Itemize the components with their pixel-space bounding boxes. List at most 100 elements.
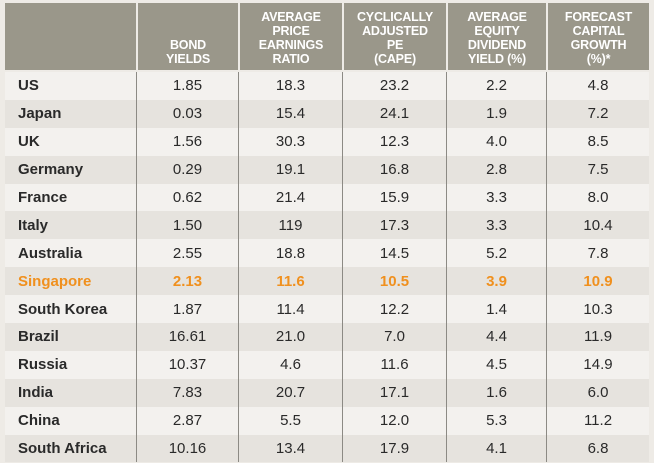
table-row: UK 1.56 30.3 12.3 4.0 8.5 <box>5 127 649 156</box>
country-name: Russia <box>18 356 68 374</box>
dividend-yield-cell: 5.2 <box>446 239 546 268</box>
bond-yield-cell: 0.03 <box>136 99 238 128</box>
avg-pe-cell: 19.1 <box>238 155 342 184</box>
capital-growth-cell: 8.5 <box>546 127 649 156</box>
table-row: India 7.83 20.7 17.1 1.6 6.0 <box>5 378 649 407</box>
dividend-yield-cell: 2.2 <box>446 72 546 100</box>
country-name: Singapore <box>18 272 92 290</box>
avg-pe-cell: 13.4 <box>238 434 342 463</box>
cape-cell: 16.8 <box>342 155 446 184</box>
cape-cell: 15.9 <box>342 183 446 212</box>
bond-yield-cell: 2.87 <box>136 406 238 435</box>
avg-pe-cell: 4.6 <box>238 350 342 379</box>
table-row: Russia 10.37 4.6 11.6 4.5 14.9 <box>5 350 649 379</box>
table-row: South Africa 10.16 13.4 17.9 4.1 6.8 <box>5 434 649 463</box>
avg-pe-cell: 119 <box>238 211 342 240</box>
avg-pe-cell: 21.4 <box>238 183 342 212</box>
dividend-yield-cell: 2.8 <box>446 155 546 184</box>
bond-yield-cell: 0.29 <box>136 155 238 184</box>
capital-growth-cell: 11.9 <box>546 323 649 351</box>
dividend-yield-cell: 4.0 <box>446 127 546 156</box>
country-name: Japan <box>18 105 62 123</box>
dividend-yield-cell: 3.3 <box>446 183 546 212</box>
capital-growth-cell: 4.8 <box>546 72 649 100</box>
avg-pe-cell: 11.4 <box>238 295 342 324</box>
country-name: Italy <box>18 216 49 234</box>
country-name: Australia <box>18 244 83 262</box>
capital-growth-cell: 7.5 <box>546 155 649 184</box>
bond-yield-cell: 10.37 <box>136 350 238 379</box>
bond-yield-cell: 2.13 <box>136 267 238 296</box>
cape-cell: 17.1 <box>342 378 446 407</box>
country-name: China <box>18 412 60 430</box>
cape-cell: 23.2 <box>342 72 446 100</box>
dividend-yield-cell: 1.6 <box>446 378 546 407</box>
cape-cell: 12.0 <box>342 406 446 435</box>
country-name: UK <box>18 133 40 151</box>
dividend-yield-cell: 1.4 <box>446 295 546 324</box>
table-row: Australia 2.55 18.8 14.5 5.2 7.8 <box>5 239 649 268</box>
dividend-yield-cell: 5.3 <box>446 406 546 435</box>
dividend-yield-cell: 3.9 <box>446 267 546 296</box>
header-avg-pe-ratio: AVERAGE PRICE EARNINGS RATIO <box>238 3 342 70</box>
dividend-yield-cell: 1.9 <box>446 99 546 128</box>
header-cape: CYCLICALLY ADJUSTED PE (CAPE) <box>342 3 446 70</box>
capital-growth-cell: 11.2 <box>546 406 649 435</box>
cape-cell: 12.3 <box>342 127 446 156</box>
header-bond-yields: BOND YIELDS <box>136 3 238 70</box>
table-row: Brazil 16.61 21.0 7.0 4.4 11.9 <box>5 323 649 351</box>
capital-growth-cell: 6.8 <box>546 434 649 463</box>
bond-yield-cell: 7.83 <box>136 378 238 407</box>
country-name: US <box>18 77 39 95</box>
avg-pe-cell: 15.4 <box>238 99 342 128</box>
dividend-yield-cell: 4.1 <box>446 434 546 463</box>
capital-growth-cell: 7.8 <box>546 239 649 268</box>
cape-cell: 10.5 <box>342 267 446 296</box>
table-row: US 1.85 18.3 23.2 2.2 4.8 <box>5 72 649 100</box>
bond-yield-cell: 1.56 <box>136 127 238 156</box>
cape-cell: 12.2 <box>342 295 446 324</box>
table-row: Germany 0.29 19.1 16.8 2.8 7.5 <box>5 155 649 184</box>
country-name: South Africa <box>18 440 107 458</box>
table-body: US 1.85 18.3 23.2 2.2 4.8 Japan 0.03 15.4 24.1 1.9… <box>5 72 649 463</box>
bond-yield-cell: 1.50 <box>136 211 238 240</box>
market-valuation-table: BOND YIELDS AVERAGE PRICE EARNINGS RATIO… <box>5 3 649 463</box>
header-country <box>5 3 136 70</box>
cape-cell: 17.3 <box>342 211 446 240</box>
capital-growth-cell: 7.2 <box>546 99 649 128</box>
avg-pe-cell: 11.6 <box>238 267 342 296</box>
table-row: Singapore 2.13 11.6 10.5 3.9 10.9 <box>5 267 649 296</box>
avg-pe-cell: 20.7 <box>238 378 342 407</box>
cape-cell: 17.9 <box>342 434 446 463</box>
country-name: India <box>18 384 54 402</box>
capital-growth-cell: 14.9 <box>546 350 649 379</box>
avg-pe-cell: 5.5 <box>238 406 342 435</box>
table-row: China 2.87 5.5 12.0 5.3 11.2 <box>5 406 649 435</box>
capital-growth-cell: 10.9 <box>546 267 649 296</box>
capital-growth-cell: 10.3 <box>546 295 649 324</box>
cape-cell: 7.0 <box>342 323 446 351</box>
bond-yield-cell: 1.87 <box>136 295 238 324</box>
avg-pe-cell: 30.3 <box>238 127 342 156</box>
table-row: South Korea 1.87 11.4 12.2 1.4 10.3 <box>5 295 649 324</box>
cape-cell: 11.6 <box>342 350 446 379</box>
capital-growth-cell: 6.0 <box>546 378 649 407</box>
bond-yield-cell: 10.16 <box>136 434 238 463</box>
table-row: Japan 0.03 15.4 24.1 1.9 7.2 <box>5 99 649 128</box>
cape-cell: 14.5 <box>342 239 446 268</box>
avg-pe-cell: 21.0 <box>238 323 342 351</box>
bond-yield-cell: 0.62 <box>136 183 238 212</box>
country-name: Germany <box>18 161 84 179</box>
header-dividend-yield: AVERAGE EQUITY DIVIDEND YIELD (%) <box>446 3 546 70</box>
table-row: France 0.62 21.4 15.9 3.3 8.0 <box>5 183 649 212</box>
header-capital-growth: FORECAST CAPITAL GROWTH (%)* <box>546 3 649 70</box>
bond-yield-cell: 2.55 <box>136 239 238 268</box>
country-name: South Korea <box>18 300 108 318</box>
avg-pe-cell: 18.8 <box>238 239 342 268</box>
cape-cell: 24.1 <box>342 99 446 128</box>
capital-growth-cell: 8.0 <box>546 183 649 212</box>
capital-growth-cell: 10.4 <box>546 211 649 240</box>
dividend-yield-cell: 4.5 <box>446 350 546 379</box>
table-row: Italy 1.50 119 17.3 3.3 10.4 <box>5 211 649 240</box>
country-name: France <box>18 189 68 206</box>
